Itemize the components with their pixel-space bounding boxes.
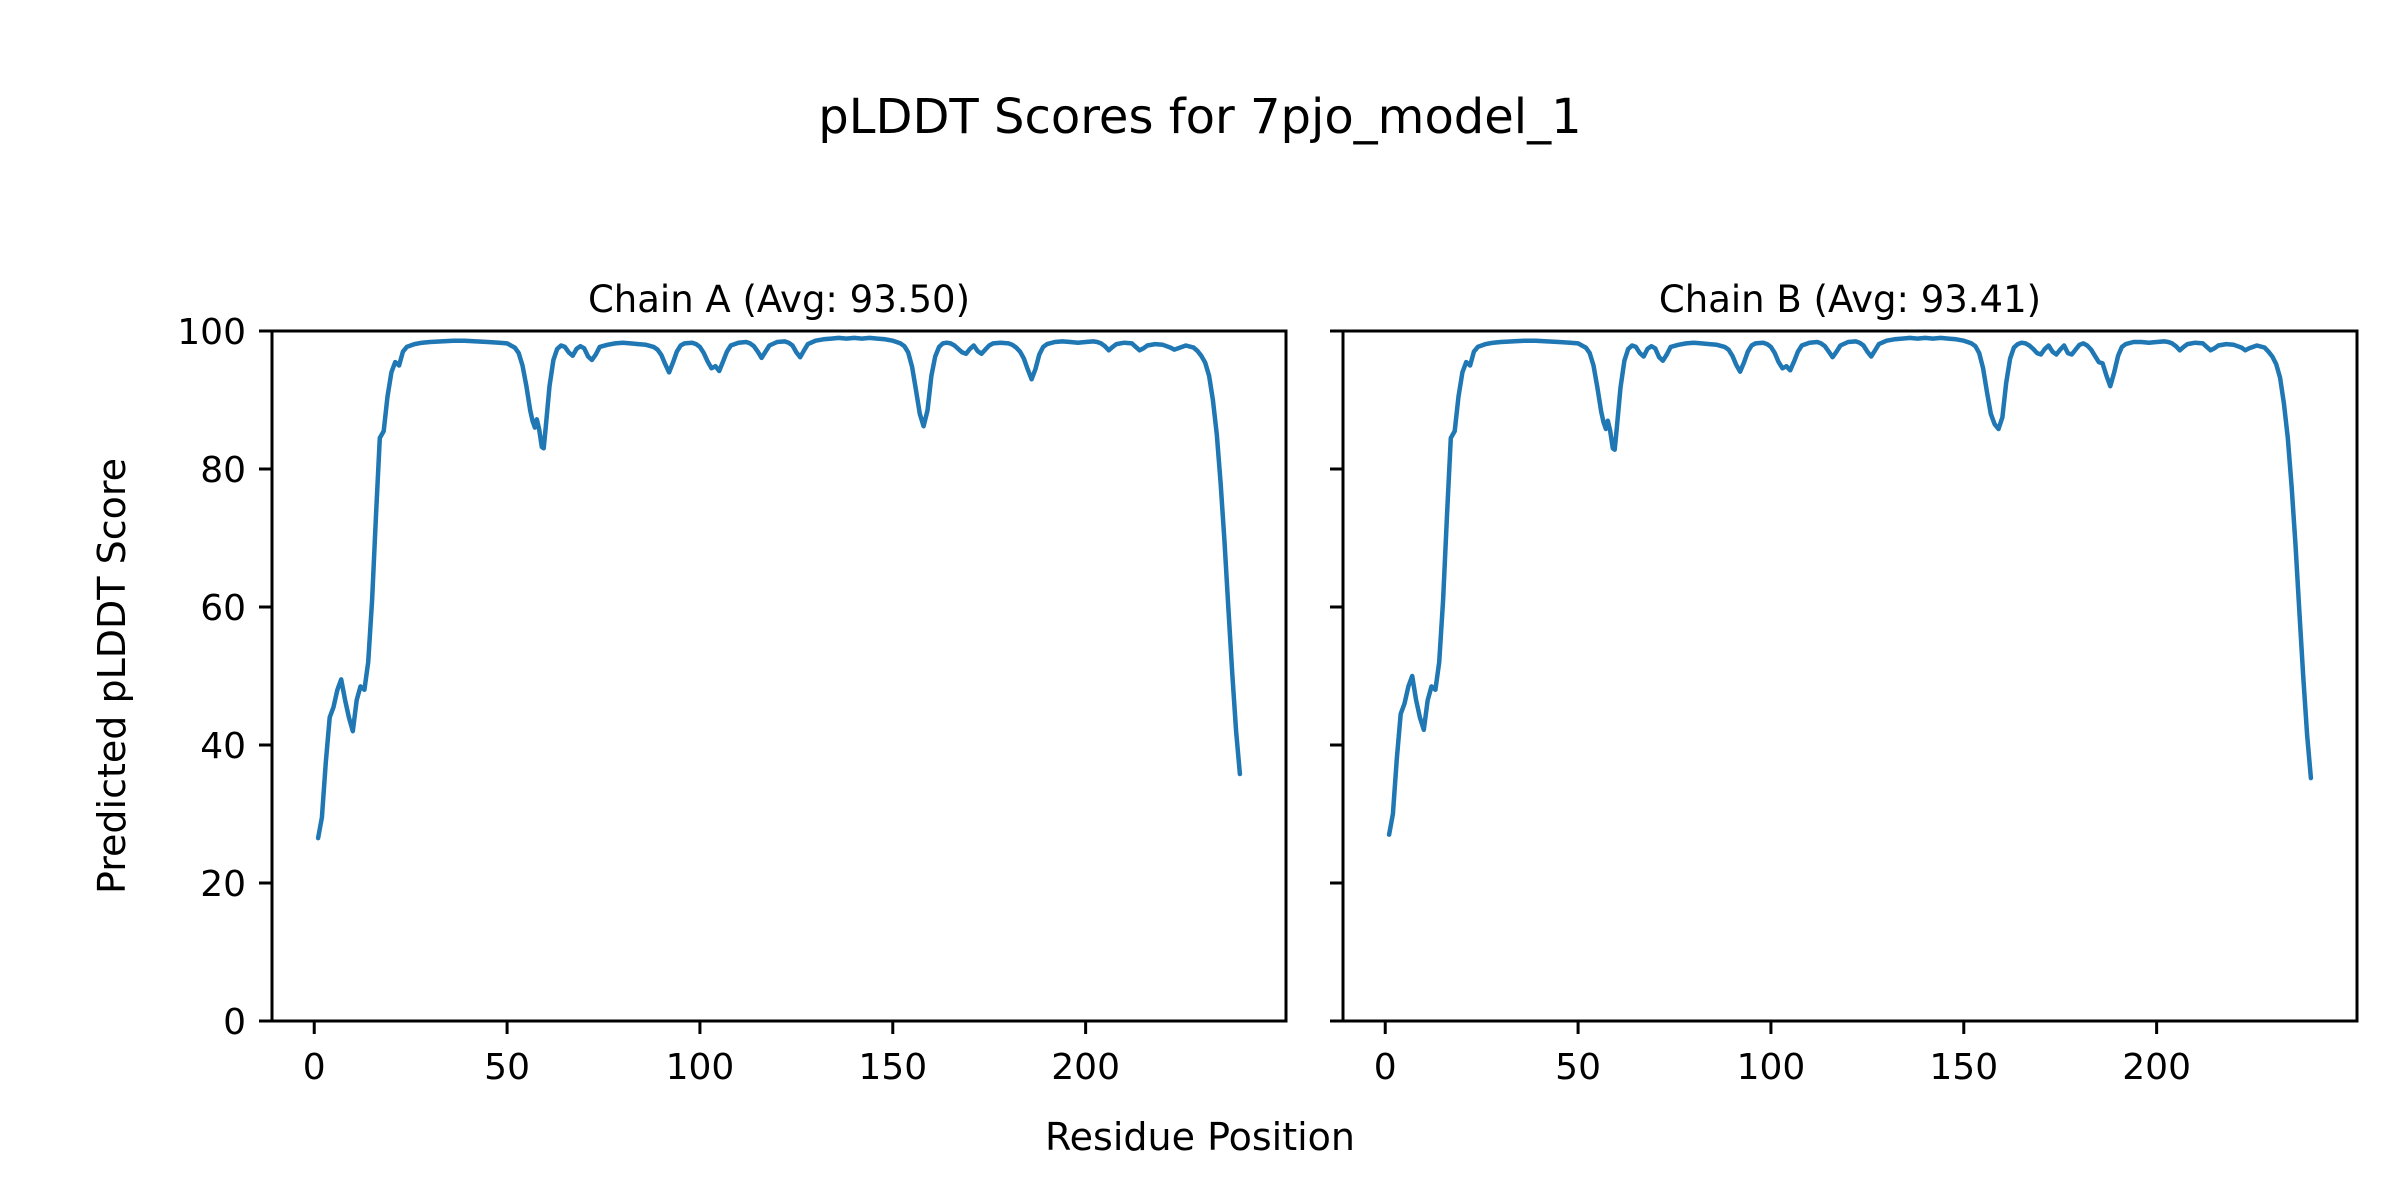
chain-b-title: Chain B (Avg: 93.41)	[1658, 278, 2042, 321]
x-tick-label: 150	[858, 1047, 927, 1088]
x-tick-label: 0	[1374, 1047, 1397, 1088]
x-tick-label: 200	[1051, 1047, 1120, 1088]
plddt-line	[315, 335, 1243, 841]
x-tick-label: 0	[303, 1047, 326, 1088]
chain-a-plot: 0 50 100 150 200 0 20 40 60 80 100	[177, 312, 1288, 1088]
chain-b-plot: 0 50 100 150 200	[1330, 329, 2359, 1088]
x-tick-label: 150	[1929, 1047, 1998, 1088]
y-tick-label: 60	[200, 588, 246, 629]
y-tick-label: 20	[200, 864, 246, 905]
chain-a-title: Chain A (Avg: 93.50)	[587, 278, 971, 321]
y-tick-label: 40	[200, 726, 246, 767]
figure-title: pLDDT Scores for 7pjo_model_1	[818, 89, 1582, 145]
axes-frame	[1341, 329, 2359, 1023]
x-axis-label: Residue Position	[1044, 1115, 1356, 1159]
x-tick-label: 50	[484, 1047, 530, 1088]
y-tick-label: 100	[177, 312, 246, 353]
plddt-line	[1386, 335, 2314, 837]
x-tick-label: 200	[2122, 1047, 2191, 1088]
y-tick-label: 80	[200, 450, 246, 491]
y-tick-label: 0	[223, 1002, 246, 1043]
y-axis-label: Predicted pLDDT Score	[90, 458, 134, 894]
x-tick-label: 50	[1555, 1047, 1601, 1088]
x-tick-label: 100	[666, 1047, 735, 1088]
axes-frame	[270, 329, 1288, 1023]
x-tick-label: 100	[1737, 1047, 1806, 1088]
